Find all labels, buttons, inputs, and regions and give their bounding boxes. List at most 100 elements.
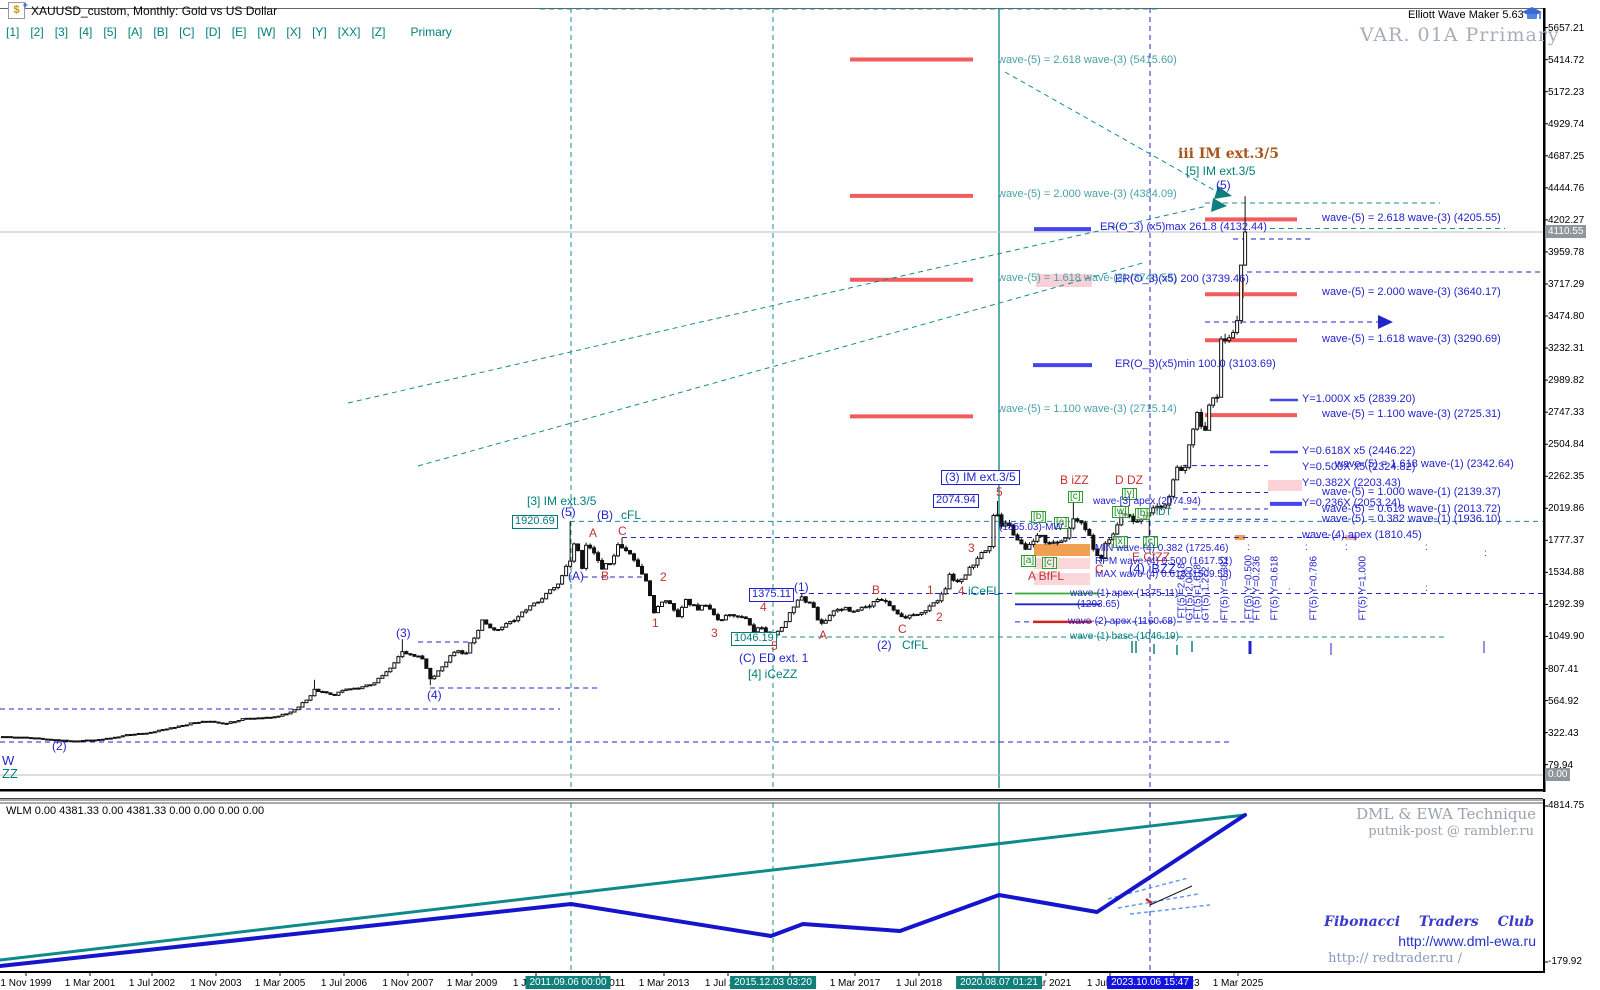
chart-annotation: wave-(5) = 2.000 wave-(3) (3640.17) xyxy=(1322,286,1501,298)
price-axis-label: 3717.29 xyxy=(1548,278,1585,290)
main-chart-right-border xyxy=(1543,8,1546,792)
wave-button-y[interactable]: [Y] xyxy=(312,25,327,39)
price-axis-label: 4929.74 xyxy=(1548,118,1585,130)
chart-annotation: [a] xyxy=(1021,555,1037,567)
chart-annotation: wave-(2) apex (1160.68) xyxy=(1068,616,1177,627)
chart-annotation: [3] IM ext.3/5 xyxy=(527,494,597,508)
chart-annotation: FT(5) Y=0.236 xyxy=(1251,555,1263,621)
chart-annotation: cFL xyxy=(621,508,642,522)
time-axis-label: 1 Mar 2017 xyxy=(829,978,881,989)
price-axis-label: 1534.88 xyxy=(1548,567,1585,579)
zero-level-box: 0.00 xyxy=(1545,768,1571,781)
time-axis-label: 1 Mar 2009 xyxy=(446,978,498,989)
wave-button-1[interactable]: [1] xyxy=(6,25,20,39)
time-axis-label: 1 Jul 2006 xyxy=(320,978,368,989)
wave-button-a[interactable]: [A] xyxy=(127,25,143,39)
time-axis-label: 1 Nov 2007 xyxy=(382,978,434,989)
price-axis-label: 2019.86 xyxy=(1548,503,1585,515)
wave-button-5[interactable]: [5] xyxy=(103,25,117,39)
chart-annotation: (5) xyxy=(561,505,576,519)
chart-annotation: 2074.94 xyxy=(933,494,979,508)
price-axis-label: 1292.39 xyxy=(1548,599,1585,611)
chart-annotation: : xyxy=(1484,548,1487,559)
chart-annotation: Y=1.000X x5 (2839.20) xyxy=(1302,393,1416,405)
chart-annotation: : xyxy=(1425,542,1428,553)
chart-annotation: iCeFL xyxy=(968,584,1001,598)
chart-annotation: [y] xyxy=(1122,488,1137,500)
credit-text: Fibonacci Traders Club xyxy=(1324,914,1534,930)
wave-button-d[interactable]: [D] xyxy=(205,25,221,39)
degree-label[interactable]: Primary xyxy=(410,25,452,39)
price-axis-label: 1049.90 xyxy=(1548,631,1585,643)
chart-annotation: 2 xyxy=(936,610,943,624)
price-axis-label: 3959.78 xyxy=(1548,246,1585,258)
price-axis-label: 2504.84 xyxy=(1548,439,1585,451)
chart-annotation: (1855.03)-MW xyxy=(999,522,1063,533)
chart-annotation: B xyxy=(601,569,610,583)
price-axis-label: 5657.21 xyxy=(1548,22,1585,34)
time-marker-box: 2020.08.07 01:21 xyxy=(956,976,1042,989)
chart-annotation: RPM wave-(4) 0.500 (1617.51) xyxy=(1095,556,1233,567)
time-axis-label: 1 Mar 2021 xyxy=(1020,978,1072,989)
chart-annotation: wave-(1) apex (1375.11) xyxy=(1070,588,1179,599)
chart-annotation: Y=0.382X (2203.43) xyxy=(1302,477,1401,489)
price-axis-label: 2262.35 xyxy=(1548,471,1585,483)
wave-button-2[interactable]: [2] xyxy=(30,25,44,39)
chart-annotation: 1046.19 xyxy=(731,632,777,646)
wave-button-w[interactable]: [W] xyxy=(257,25,276,39)
chart-annotation: [w] xyxy=(1112,506,1129,518)
ewm-version-label: Elliott Wave Maker 5.63 xyxy=(1408,9,1524,21)
wave-button-3[interactable]: [3] xyxy=(54,25,69,39)
time-axis-label: 1 Nov 2003 xyxy=(190,978,242,989)
chart-annotation: FT(5) Y=0.618 xyxy=(1269,555,1281,621)
chart-annotation: wave-(5) = 1.618 wave-(3) (3290.69) xyxy=(1322,333,1501,345)
sub-axis-max-label: 4814.75 xyxy=(1548,800,1585,811)
candlesticks xyxy=(0,196,1248,743)
chart-annotation: A BfFL xyxy=(1028,569,1065,583)
wave-button-b[interactable]: [B] xyxy=(153,25,169,39)
chart-annotation: : xyxy=(1247,542,1250,553)
chart-annotation: : xyxy=(1288,586,1291,597)
chart-annotation: 2 xyxy=(660,570,667,584)
chart-annotation: [c] xyxy=(1143,536,1158,548)
chart-annotation: A xyxy=(589,526,598,540)
graduation-cap-icon[interactable] xyxy=(1522,7,1542,23)
chart-annotation: : xyxy=(1345,542,1348,553)
chart-annotation: E CfZZ xyxy=(1132,550,1170,564)
wave-button-xx[interactable]: [XX] xyxy=(337,25,361,39)
chart-annotation: (2) xyxy=(52,739,67,753)
chart-annotation: wave-(1) base (1046.19) xyxy=(1070,631,1179,642)
current-price-box: 4110.55 xyxy=(1545,225,1587,238)
chart-annotation: FT(5) Y=0.382 xyxy=(1219,555,1231,621)
price-axis-label: 4202.27 xyxy=(1548,214,1585,226)
chart-annotation: (5) xyxy=(1216,178,1231,192)
wave-button-e[interactable]: [E] xyxy=(231,25,247,39)
wave-button-4[interactable]: [4] xyxy=(79,25,93,39)
price-axis-label: 4444.76 xyxy=(1548,182,1585,194)
chart-annotation: C xyxy=(898,622,907,636)
chart-annotation: 1 xyxy=(927,583,934,597)
chart-annotation: Y=0.500X x5 (2324.82) xyxy=(1302,461,1416,473)
chart-annotation: wave-(5) = 1.618 wave-(1) (2342.64) xyxy=(1335,458,1514,470)
chart-annotation: wave-(5) = 2.618 wave-(3) (5415.60) xyxy=(998,54,1177,66)
chart-annotation: wave-(5) = 1.618 wave-(3) (3748.55) xyxy=(998,272,1177,284)
wave-button-z[interactable]: [Z] xyxy=(371,25,386,39)
wave-button-c[interactable]: [C] xyxy=(179,25,195,39)
chart-annotation: iDT xyxy=(1156,507,1172,518)
time-marker-box: 2011.09.06 00:00 xyxy=(525,976,611,989)
price-axis-label: 4687.25 xyxy=(1548,150,1585,162)
chart-annotation: ER(O_3)(x5) 200 (3739.46) xyxy=(1115,273,1249,285)
price-axis-label: 2989.82 xyxy=(1548,375,1585,387)
price-axis-label: 79.94 xyxy=(1548,759,1574,771)
wlm-indicator-lines xyxy=(0,813,1247,968)
chart-annotation: W xyxy=(2,753,15,768)
chart-annotation: FT(5) Y=1.000 xyxy=(1357,555,1369,621)
chart-annotation: wave-(5) = 2.000 wave-(3) (4384.09) xyxy=(998,188,1177,200)
chart-annotation: MAX wave-(4) 0.618 (1509.58) xyxy=(1095,569,1232,580)
chart-annotation: [4] iCeZZ xyxy=(748,667,798,681)
wave-button-x[interactable]: [X] xyxy=(286,25,302,39)
time-axis-label: 1 Mar 2005 xyxy=(254,978,306,989)
chart-annotation: 5 xyxy=(771,639,778,653)
time-axis-label: 1 Mar 2013 xyxy=(638,978,690,989)
